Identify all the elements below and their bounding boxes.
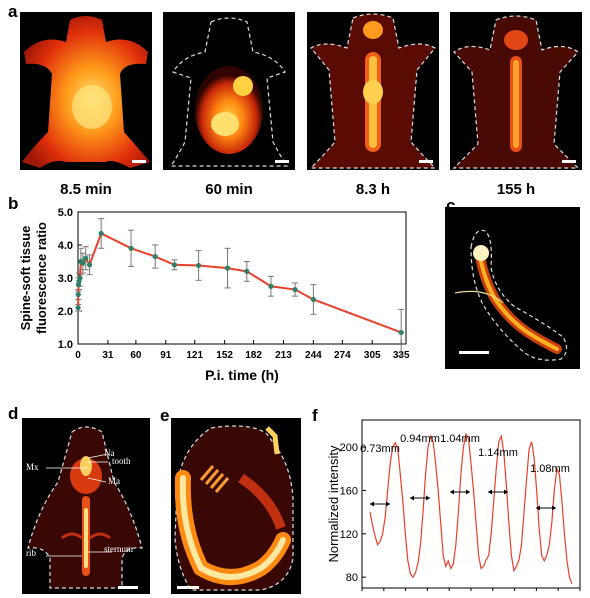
data-point — [128, 245, 134, 251]
arrow-head — [466, 489, 470, 495]
scale-bar — [562, 160, 576, 163]
mouse-image-8-5min — [20, 12, 152, 170]
arrow-head — [370, 501, 374, 507]
panel-b-letter: b — [8, 194, 19, 213]
x-tick-label: 91 — [160, 350, 172, 361]
label-sternum: sternum — [104, 544, 133, 554]
y-tick-label: 2.0 — [58, 306, 73, 318]
data-point — [171, 262, 178, 268]
time-label: 60 min — [205, 181, 253, 198]
y-tick-label: 200 — [340, 442, 358, 454]
peak-width-label: 0.94mm — [400, 433, 440, 445]
y-tick-label: 120 — [340, 529, 358, 541]
mouse-image-60min — [163, 12, 295, 170]
arrow-head — [450, 489, 454, 495]
peak-width-label: 1.08mm — [530, 463, 570, 475]
arrow-head — [488, 489, 492, 495]
y-axis-label: fluorescence ratio — [34, 222, 49, 334]
data-point — [152, 253, 158, 260]
data-point — [75, 305, 81, 311]
scale-bar — [118, 586, 138, 589]
arrow-head — [552, 505, 556, 511]
x-tick-label: 274 — [334, 350, 351, 361]
spine-image — [445, 207, 580, 369]
arrow-head — [386, 501, 390, 507]
label-ma: Ma — [108, 476, 120, 486]
data-point — [83, 255, 89, 261]
mouse-body-image — [171, 418, 301, 594]
arrow-head — [536, 505, 540, 511]
fluorescence-ratio-chart: 1.0 2.0 3.0 4.0 5.0 0 31 60 91 121 152 182 213 244 274… — [18, 207, 410, 383]
arrow-head — [504, 489, 508, 495]
mouse-image-155h — [450, 12, 582, 170]
data-point — [244, 268, 250, 274]
plot-frame — [77, 211, 407, 345]
label-tooth: tooth — [112, 456, 131, 466]
y-tick-label: 4.0 — [58, 240, 73, 252]
label-rib: rib — [26, 548, 36, 558]
x-tick-label: 213 — [275, 350, 292, 361]
x-tick-label: 244 — [305, 350, 322, 361]
x-tick-label: 121 — [186, 350, 203, 361]
mouse-image-8-3h — [307, 12, 439, 170]
data-point — [268, 283, 274, 289]
peak-width-label: 1.04mm — [440, 433, 480, 445]
label-na: Na — [104, 448, 115, 458]
scale-bar — [132, 160, 146, 163]
data-point — [98, 230, 104, 237]
panel-a-letter: a — [8, 2, 18, 21]
y-tick-label: 5.0 — [58, 207, 73, 219]
panel-f-letter: f — [312, 406, 318, 425]
data-point — [80, 260, 86, 266]
x-tick-label: 31 — [102, 350, 114, 361]
x-tick-label: 305 — [364, 350, 381, 361]
time-label: 155 h — [496, 181, 536, 198]
x-tick-label: 182 — [245, 350, 262, 361]
panel-e-letter: e — [160, 406, 170, 425]
ratio-series-line — [77, 232, 402, 334]
time-label: 8.3 h — [355, 181, 391, 198]
data-point — [310, 296, 316, 303]
mouse-head-image: Na tooth Mx Ma rib sternum — [22, 418, 150, 594]
y-axis-label: Spine-soft tissue — [18, 226, 33, 331]
y-axis-label: Normalized intensity — [326, 445, 341, 563]
scale-bar — [419, 160, 433, 163]
panel-d-letter: d — [8, 404, 19, 423]
arrow-head — [410, 495, 414, 501]
data-point — [224, 265, 231, 271]
y-tick-label: 80 — [346, 572, 358, 584]
scale-bar — [177, 586, 199, 589]
peak-width-label: 1.14mm — [478, 447, 518, 459]
scale-bar — [275, 160, 289, 163]
intensity-profile-line — [369, 432, 573, 584]
data-point — [398, 329, 404, 336]
x-tick-label: 152 — [216, 350, 233, 361]
data-point — [195, 262, 202, 269]
data-point — [292, 286, 298, 293]
y-tick-label: 1.0 — [58, 339, 73, 351]
y-tick-label: 3.0 — [58, 273, 73, 285]
x-tick-label: 0 — [75, 350, 81, 361]
peak-width-label: 0.73mm — [360, 443, 400, 455]
data-point — [77, 275, 83, 281]
data-point — [86, 262, 93, 268]
arrow-head — [426, 495, 430, 501]
data-point — [75, 291, 81, 298]
y-tick-label: 160 — [340, 485, 358, 497]
x-axis-label: P.i. time (h) — [205, 367, 279, 383]
scale-bar — [459, 351, 489, 354]
panel-c-letter: c — [446, 196, 456, 215]
x-tick-label: 60 — [130, 350, 142, 361]
label-mx: Mx — [26, 462, 39, 472]
time-label: 8.5 min — [60, 181, 112, 198]
